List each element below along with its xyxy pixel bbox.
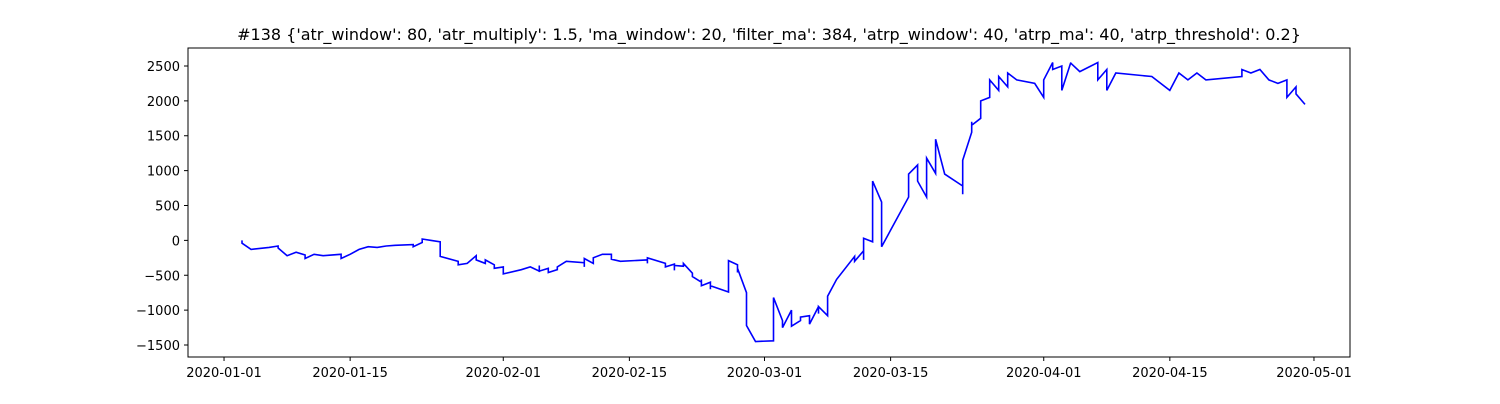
plot-frame (187, 47, 1351, 358)
y-tick-label: −1000 (136, 304, 180, 319)
x-tick-label: 2020-02-01 (465, 366, 541, 381)
x-tick-label: 2020-02-15 (592, 366, 668, 381)
data-line (241, 61, 1306, 343)
y-tick-label: 0 (172, 234, 180, 249)
x-tick-label: 2020-04-15 (1132, 366, 1208, 381)
y-tick-label: 1000 (147, 165, 180, 180)
y-tick-label: 500 (155, 199, 180, 214)
y-tick-label: −1500 (136, 339, 180, 354)
y-tick-label: 2000 (147, 95, 180, 110)
x-tick-label: 2020-03-01 (727, 366, 803, 381)
x-tick-label: 2020-04-01 (1006, 366, 1082, 381)
x-tick-label: 2020-01-01 (186, 366, 262, 381)
x-tick-label: 2020-01-15 (312, 366, 388, 381)
y-tick-label: 1500 (147, 130, 180, 145)
y-tick-label: 2500 (147, 60, 180, 75)
x-tick-label: 2020-05-01 (1276, 366, 1352, 381)
y-tick-label: −500 (144, 269, 180, 284)
chart-title: #138 {'atr_window': 80, 'atr_multiply': … (237, 25, 1301, 45)
x-tick-label: 2020-03-15 (853, 366, 929, 381)
